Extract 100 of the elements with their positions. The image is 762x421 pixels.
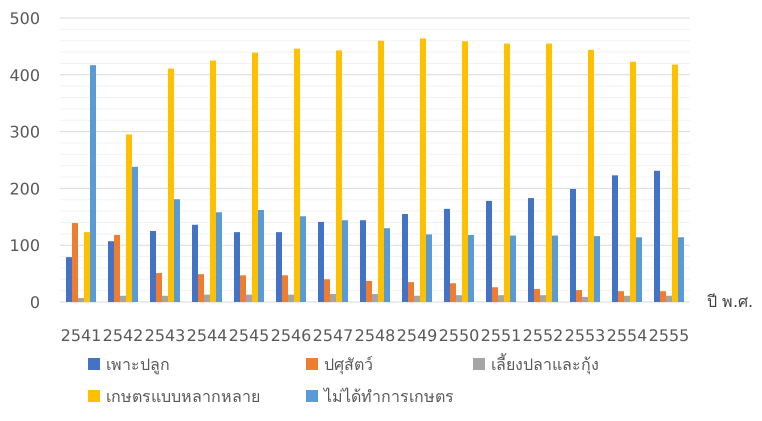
- legend-label: ปศุสัตว์: [324, 355, 373, 375]
- bar: [654, 170, 660, 302]
- y-tick-label: 100: [9, 236, 40, 256]
- bar: [408, 282, 414, 302]
- legend-label: เพาะปลูก: [106, 355, 170, 375]
- bar: [276, 232, 282, 302]
- bar: [336, 50, 342, 302]
- x-tick-label: 2551: [480, 326, 522, 345]
- x-tick-label: 2555: [648, 326, 690, 345]
- bar: [678, 237, 684, 302]
- bar: [66, 257, 72, 302]
- bar: [360, 220, 366, 302]
- x-tick-label: 2542: [102, 326, 144, 345]
- bar: [252, 52, 258, 302]
- x-tick-label: 2543: [144, 326, 186, 345]
- bar: [318, 222, 324, 302]
- bar: [546, 44, 552, 302]
- bar: [90, 65, 96, 302]
- x-tick-label: 2541: [60, 326, 102, 345]
- bar: [384, 228, 390, 302]
- x-tick-label: 2546: [270, 326, 312, 345]
- x-tick-label: 2549: [396, 326, 438, 345]
- y-tick-label: 400: [9, 66, 40, 85]
- bar: [282, 275, 288, 302]
- bar: [126, 134, 132, 302]
- bar: [426, 234, 432, 302]
- bar: [258, 210, 264, 302]
- bar: [492, 287, 498, 302]
- bar: [150, 231, 156, 302]
- bar: [498, 295, 504, 302]
- bar: [330, 294, 336, 302]
- bar: [618, 291, 624, 302]
- bar: [192, 224, 198, 302]
- bar: [588, 50, 594, 302]
- y-tick-label: 500: [9, 9, 40, 28]
- bar: [486, 200, 492, 302]
- bar: [240, 275, 246, 302]
- bar: [540, 295, 546, 302]
- bar: [450, 283, 456, 302]
- bar: [114, 234, 120, 302]
- bar: [342, 220, 348, 302]
- bar: [630, 62, 636, 302]
- bar: [570, 188, 576, 302]
- bar: [468, 234, 474, 302]
- bar: [402, 214, 408, 302]
- bar: [168, 68, 174, 302]
- bar: [534, 288, 540, 302]
- bar: [624, 296, 630, 302]
- bar: [156, 273, 162, 302]
- bar: [288, 294, 294, 302]
- bar: [504, 44, 510, 302]
- bar: [456, 295, 462, 302]
- x-tick-label: 2547: [312, 326, 354, 345]
- bar: [528, 198, 534, 302]
- bar: [576, 290, 582, 302]
- bar: [672, 64, 678, 302]
- x-tick-label: 2548: [354, 326, 396, 345]
- bar: [552, 236, 558, 302]
- bar: [108, 241, 114, 302]
- bar: [78, 298, 84, 302]
- bar: [372, 294, 378, 302]
- y-tick-label: 300: [9, 122, 40, 142]
- bar: [234, 232, 240, 302]
- bar: [660, 291, 666, 302]
- bar: [366, 280, 372, 302]
- y-tick-label: 200: [9, 179, 40, 198]
- bar: [120, 296, 126, 302]
- bar: [300, 216, 306, 302]
- x-tick-label: 2545: [228, 326, 270, 345]
- bar: [294, 48, 300, 302]
- bar: [204, 294, 210, 302]
- bar: [246, 294, 252, 302]
- bar: [216, 212, 222, 302]
- bar: [378, 40, 384, 302]
- bar: [594, 236, 600, 302]
- x-tick-label: 2553: [564, 326, 606, 345]
- bar: [132, 166, 138, 302]
- bar: [510, 236, 516, 302]
- x-tick-label: 2544: [186, 326, 228, 345]
- bar: [612, 175, 618, 302]
- legend-label: ไม่ได้ทำการเกษตร: [322, 387, 454, 406]
- x-axis-title: ปี พ.ศ.: [706, 292, 754, 311]
- bar: [174, 199, 180, 302]
- bar: [198, 274, 204, 302]
- bar: [414, 296, 420, 302]
- y-tick-label: 0: [30, 293, 40, 312]
- x-tick-label: 2552: [522, 326, 564, 345]
- bar: [462, 41, 468, 302]
- bar: [636, 237, 642, 302]
- bar: [324, 279, 330, 302]
- bar: [444, 208, 450, 302]
- bar: [84, 232, 90, 302]
- bar: [420, 38, 426, 302]
- x-tick-label: 2554: [606, 326, 648, 345]
- bar: [72, 223, 78, 302]
- bar: [582, 296, 588, 302]
- bar: [666, 296, 672, 302]
- bar: [162, 296, 168, 302]
- legend-label: เลี้ยงปลาและกุ้ง: [491, 353, 599, 375]
- legend-label: เกษตรแบบหลากหลาย: [106, 387, 260, 406]
